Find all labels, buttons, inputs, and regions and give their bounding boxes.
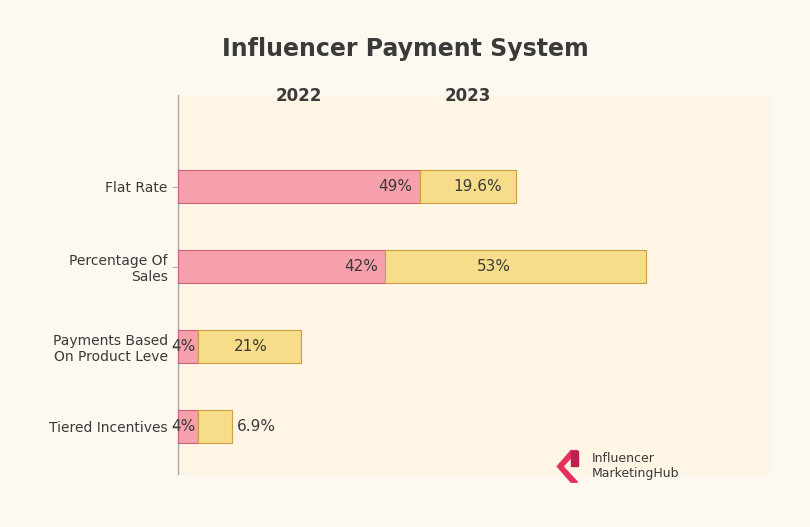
Text: 21%: 21% — [234, 339, 268, 354]
Text: 6.9%: 6.9% — [237, 419, 276, 434]
Bar — [178, 330, 198, 363]
Text: 53%: 53% — [476, 259, 510, 274]
Bar — [420, 170, 516, 203]
Text: 4%: 4% — [171, 339, 195, 354]
Text: Influencer
MarketingHub: Influencer MarketingHub — [591, 452, 679, 481]
Bar — [198, 409, 232, 443]
Text: 2022: 2022 — [275, 87, 322, 105]
Bar — [178, 250, 386, 284]
Bar — [178, 170, 420, 203]
Bar — [178, 409, 198, 443]
Text: 49%: 49% — [378, 179, 412, 194]
Text: 2023: 2023 — [445, 87, 491, 105]
Bar — [386, 250, 646, 284]
Text: 42%: 42% — [344, 259, 377, 274]
Bar — [198, 330, 301, 363]
Text: 19.6%: 19.6% — [454, 179, 502, 194]
Text: 4%: 4% — [171, 419, 195, 434]
Text: Influencer Payment System: Influencer Payment System — [222, 37, 588, 61]
